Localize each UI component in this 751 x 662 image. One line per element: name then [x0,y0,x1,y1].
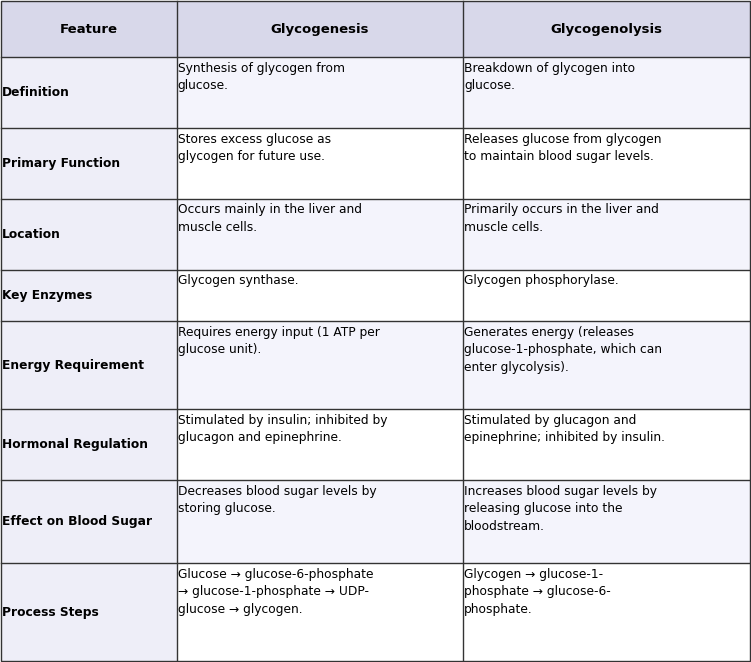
Text: Decreases blood sugar levels by
storing glucose.: Decreases blood sugar levels by storing … [178,485,376,515]
Text: Stimulated by glucagon and
epinephrine; inhibited by insulin.: Stimulated by glucagon and epinephrine; … [464,414,665,444]
Bar [177,563,463,661]
Bar [463,563,750,661]
Bar [463,409,750,480]
Text: Stores excess glucose as
glycogen for future use.: Stores excess glucose as glycogen for fu… [178,132,331,163]
Bar [177,270,463,321]
Bar [177,321,463,409]
Bar [177,57,463,128]
Bar [463,57,750,128]
Text: Releases glucose from glycogen
to maintain blood sugar levels.: Releases glucose from glycogen to mainta… [464,132,662,163]
Text: Key Enzymes: Key Enzymes [2,289,92,302]
Bar [1,480,177,563]
Text: Breakdown of glycogen into
glucose.: Breakdown of glycogen into glucose. [464,62,635,92]
Text: Location: Location [2,228,61,241]
Bar [1,1,177,57]
Text: Glycogen phosphorylase.: Glycogen phosphorylase. [464,274,619,287]
Bar [177,128,463,199]
Bar [463,1,750,57]
Bar [1,409,177,480]
Text: Synthesis of glycogen from
glucose.: Synthesis of glycogen from glucose. [178,62,345,92]
Bar [1,128,177,199]
Bar [463,321,750,409]
Text: Occurs mainly in the liver and
muscle cells.: Occurs mainly in the liver and muscle ce… [178,203,362,234]
Bar [463,199,750,270]
Text: Process Steps: Process Steps [2,606,98,618]
Text: Glycogen synthase.: Glycogen synthase. [178,274,298,287]
Text: Energy Requirement: Energy Requirement [2,359,143,372]
Text: Stimulated by insulin; inhibited by
glucagon and epinephrine.: Stimulated by insulin; inhibited by gluc… [178,414,388,444]
Text: Glucose → glucose-6-phosphate
→ glucose-1-phosphate → UDP-
glucose → glycogen.: Glucose → glucose-6-phosphate → glucose-… [178,568,373,616]
Text: Definition: Definition [2,86,70,99]
Bar [1,270,177,321]
Text: Generates energy (releases
glucose-1-phosphate, which can
enter glycolysis).: Generates energy (releases glucose-1-pho… [464,326,662,374]
Text: Effect on Blood Sugar: Effect on Blood Sugar [2,515,152,528]
Text: Requires energy input (1 ATP per
glucose unit).: Requires energy input (1 ATP per glucose… [178,326,380,356]
Bar [177,409,463,480]
Text: Primary Function: Primary Function [2,157,120,170]
Bar [463,128,750,199]
Text: Hormonal Regulation: Hormonal Regulation [2,438,148,451]
Bar [177,1,463,57]
Bar [1,321,177,409]
Text: Glycogenolysis: Glycogenolysis [550,23,662,36]
Bar [1,199,177,270]
Text: Increases blood sugar levels by
releasing glucose into the
bloodstream.: Increases blood sugar levels by releasin… [464,485,657,533]
Text: Glycogen → glucose-1-
phosphate → glucose-6-
phosphate.: Glycogen → glucose-1- phosphate → glucos… [464,568,611,616]
Text: Feature: Feature [60,23,118,36]
Bar [177,199,463,270]
Bar [177,480,463,563]
Text: Primarily occurs in the liver and
muscle cells.: Primarily occurs in the liver and muscle… [464,203,659,234]
Bar [1,563,177,661]
Text: Glycogenesis: Glycogenesis [271,23,369,36]
Bar [1,57,177,128]
Bar [463,270,750,321]
Bar [463,480,750,563]
